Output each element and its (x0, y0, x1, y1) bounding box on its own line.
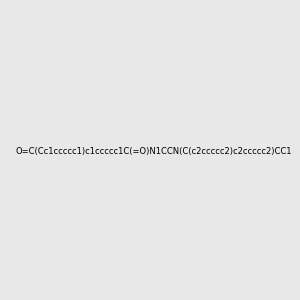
Text: O=C(Cc1ccccc1)c1ccccc1C(=O)N1CCN(C(c2ccccc2)c2ccccc2)CC1: O=C(Cc1ccccc1)c1ccccc1C(=O)N1CCN(C(c2ccc… (16, 147, 292, 156)
